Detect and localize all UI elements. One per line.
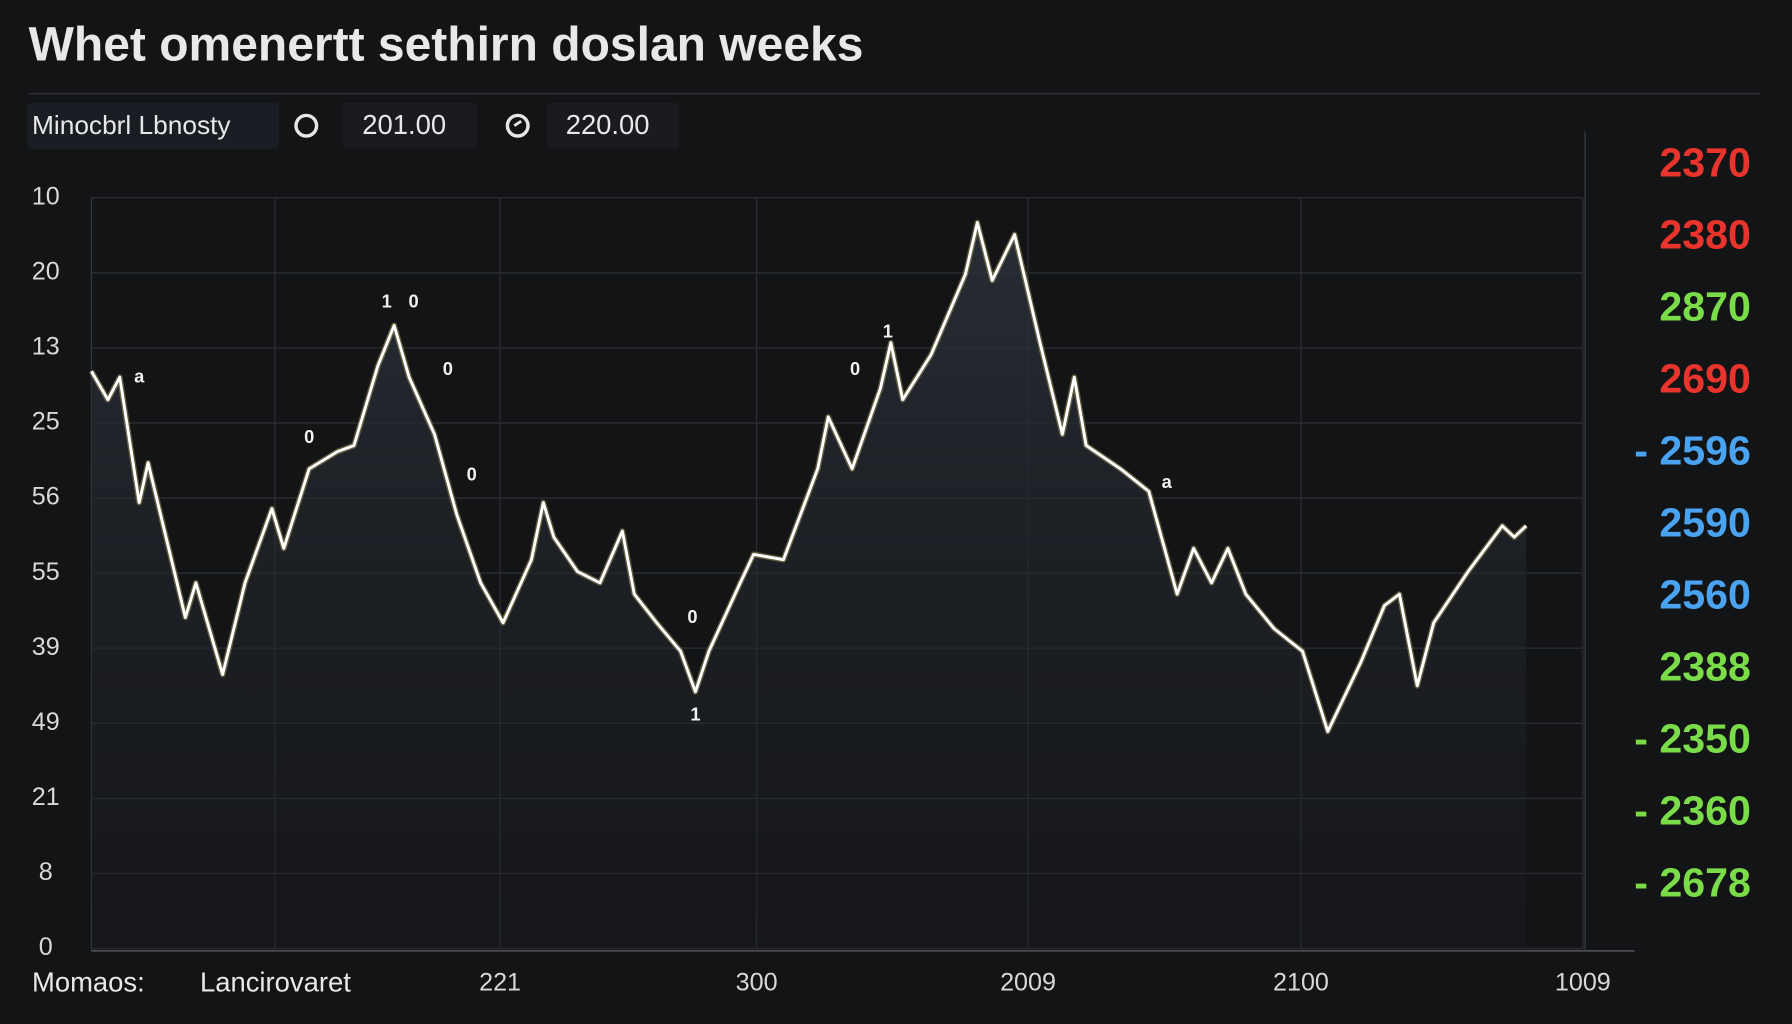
- price-label: 2870: [1659, 284, 1751, 330]
- toolbar-icon[interactable]: [505, 113, 530, 138]
- x-tick-label: 2100: [1273, 969, 1329, 997]
- y-tick-label: 21: [32, 783, 60, 811]
- annotation: 1: [883, 321, 893, 342]
- annotation: 0: [687, 606, 697, 627]
- annotation: 1: [690, 704, 700, 725]
- price-label: 2380: [1659, 212, 1751, 258]
- toolbar-value: 220.00: [566, 109, 650, 140]
- annotation: a: [134, 366, 145, 387]
- annotation: 0: [850, 358, 860, 379]
- y-tick-label: 13: [32, 333, 60, 361]
- toolbar-field[interactable]: [546, 102, 679, 149]
- y-tick-label: 39: [32, 633, 60, 661]
- y-tick-label: 0: [39, 933, 53, 961]
- price-label: - 2360: [1634, 788, 1751, 834]
- footer-label: Momaos:: [32, 966, 145, 997]
- x-tick-label: 221: [479, 969, 521, 997]
- price-label: - 2678: [1634, 860, 1751, 906]
- price-label: - 2596: [1634, 428, 1751, 474]
- toolbar-icon-hand: [513, 119, 522, 127]
- toolbar-label: Minocbrl Lbnosty: [32, 110, 231, 140]
- price-label: 2590: [1659, 500, 1751, 546]
- toolbar-icon[interactable]: [294, 113, 319, 138]
- footer-label: Lancirovaret: [200, 966, 351, 997]
- price-label: 2370: [1659, 140, 1751, 186]
- y-tick-label: 25: [32, 408, 60, 436]
- annotation: 0: [443, 358, 453, 379]
- price-label: 2560: [1659, 572, 1751, 618]
- toolbar-value: 201.00: [362, 109, 446, 140]
- line: [90, 221, 1528, 733]
- x-tick-label: 1009: [1555, 969, 1611, 997]
- y-tick-label: 49: [32, 708, 60, 736]
- price-label: 2690: [1659, 356, 1751, 402]
- y-tick-label: 8: [39, 858, 53, 886]
- price-label: - 2350: [1634, 716, 1751, 762]
- area: [91, 222, 1527, 949]
- y-tick-label: 10: [32, 182, 60, 210]
- y-tick-label: 56: [32, 483, 60, 511]
- annotation: a: [1162, 471, 1173, 492]
- toolbar-field[interactable]: [342, 102, 478, 149]
- annotation: 0: [467, 463, 477, 484]
- toolbar-field[interactable]: [27, 102, 279, 149]
- price-label: 2388: [1659, 644, 1751, 690]
- annotation: 0: [408, 291, 418, 312]
- y-tick-label: 20: [32, 257, 60, 285]
- x-tick-label: 300: [736, 969, 778, 997]
- y-tick-label: 55: [32, 558, 60, 586]
- x-tick-label: 2009: [1000, 969, 1056, 997]
- annotation: 0: [304, 426, 314, 447]
- annotation: 1: [382, 291, 392, 312]
- chart-title: Whet omenertt sethirn doslan weeks: [29, 19, 864, 72]
